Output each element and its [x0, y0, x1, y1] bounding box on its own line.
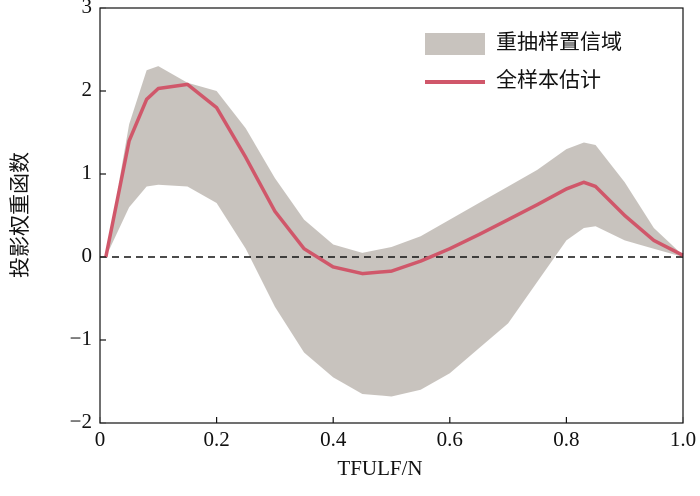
- x-tick-label: 0: [95, 427, 106, 451]
- x-tick-label: 0.4: [320, 427, 347, 451]
- y-axis-label: 投影权重函数: [8, 152, 32, 278]
- y-tick-label: 1: [82, 160, 93, 184]
- estimate-line: [104, 82, 684, 276]
- y-tick-label: 2: [82, 77, 93, 101]
- x-tick-label: 1.0: [670, 427, 696, 451]
- legend-label: 重抽样置信域: [496, 30, 622, 54]
- y-tick-label: 0: [82, 243, 93, 267]
- legend-swatch: [425, 33, 485, 55]
- plot-frame: [99, 7, 684, 424]
- x-tick-label: 0.8: [553, 427, 579, 451]
- x-tick-label: 0.6: [437, 427, 463, 451]
- y-tick-label: −1: [70, 326, 92, 350]
- confidence-band: [105, 66, 683, 397]
- x-tick-label: 0.2: [203, 427, 229, 451]
- x-axis-label: TFULF/N: [337, 456, 422, 480]
- legend-label: 全样本估计: [496, 68, 601, 92]
- y-tick-label: 3: [82, 0, 93, 18]
- y-tick-label: −2: [70, 409, 92, 433]
